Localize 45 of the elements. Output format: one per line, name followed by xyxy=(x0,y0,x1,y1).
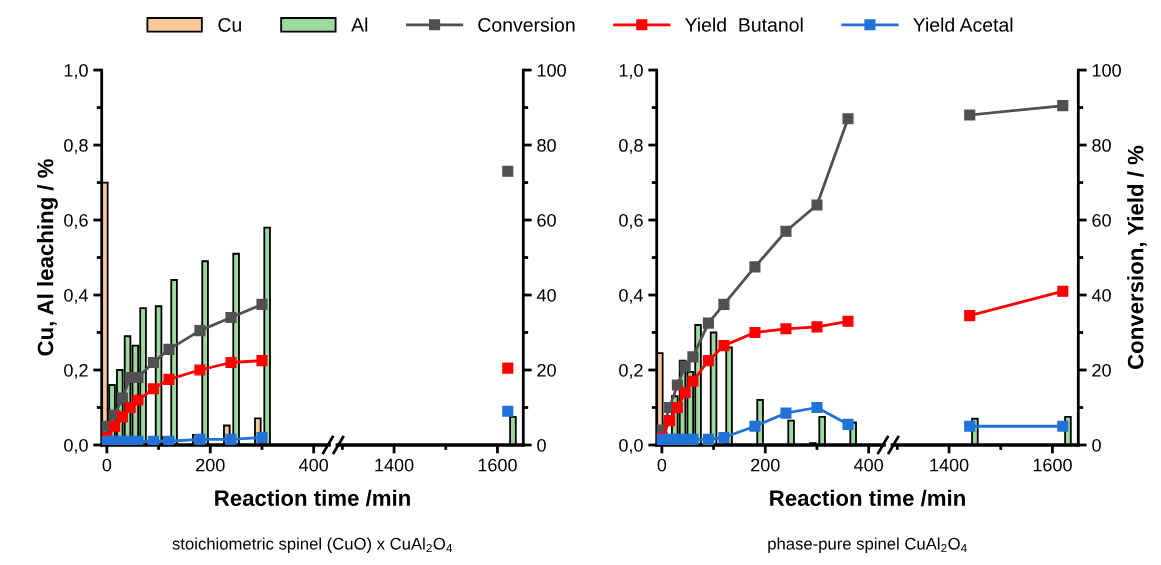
y-tick-label: 0,4 xyxy=(64,288,88,304)
y2-tick-label: 40 xyxy=(536,288,556,302)
y-tick-label: 0,6 xyxy=(64,213,88,229)
text: stoichiometric spinel (CuO) x CuAl$_{2}$O$_{4}$ xyxy=(172,537,453,553)
y-tick-label: 0,8 xyxy=(619,138,643,154)
text: phase-pure spinel CuAl$_{2}$O$_{4}$ xyxy=(768,537,967,553)
x-tick-label: 200 xyxy=(751,458,780,472)
x-tick-label: 1600 xyxy=(1033,458,1072,472)
x-axis-title: Reaction time /min xyxy=(215,489,410,507)
x-tick-label: 400 xyxy=(299,458,329,472)
y2-tick-label: 100 xyxy=(1092,63,1121,77)
y2-tick-label: 80 xyxy=(537,138,556,152)
y2-axis-title: Conversion, Yield / % xyxy=(1127,145,1147,369)
y2-tick-label: 0 xyxy=(1092,438,1101,452)
y-tick-label: 0,2 xyxy=(64,363,88,379)
x-tick-label: 1400 xyxy=(930,458,969,472)
x-tick-label: 0 xyxy=(657,458,667,472)
y2-tick-label: 40 xyxy=(1091,288,1111,302)
x-tick-label: 400 xyxy=(854,458,884,472)
y-tick-label: 1,0 xyxy=(64,63,88,79)
x-tick-label: 1600 xyxy=(478,458,517,472)
x-tick-label: 1400 xyxy=(375,458,414,472)
y2-tick-label: 60 xyxy=(1092,213,1111,227)
legend-label: Conversion xyxy=(478,17,575,32)
legend-label: Yield Butanol xyxy=(685,17,803,32)
legend-label: Al xyxy=(351,17,368,32)
y2-tick-label: 20 xyxy=(1092,363,1111,377)
y2-tick-label: 60 xyxy=(537,213,556,227)
x-tick-label: 0 xyxy=(102,458,112,472)
y-tick-label: 0,0 xyxy=(619,438,643,454)
y-tick-label: 0,0 xyxy=(64,438,88,454)
y-axis-title: Cu, Al leaching / % xyxy=(37,159,58,356)
y2-tick-label: 20 xyxy=(537,363,556,377)
x-axis-title: Reaction time /min xyxy=(770,489,965,507)
y2-tick-label: 80 xyxy=(1092,138,1111,152)
y-tick-label: 1,0 xyxy=(619,63,643,79)
y2-tick-label: 0 xyxy=(537,438,546,452)
legend-label: Cu xyxy=(218,18,241,32)
y-tick-label: 0,8 xyxy=(64,138,88,154)
x-tick-label: 200 xyxy=(196,458,225,472)
y-tick-label: 0,4 xyxy=(619,288,643,304)
legend-label: Yield Acetal xyxy=(913,17,1013,32)
y2-tick-label: 100 xyxy=(537,63,566,77)
y-tick-label: 0,6 xyxy=(619,213,643,229)
y-tick-label: 0,2 xyxy=(619,363,643,379)
